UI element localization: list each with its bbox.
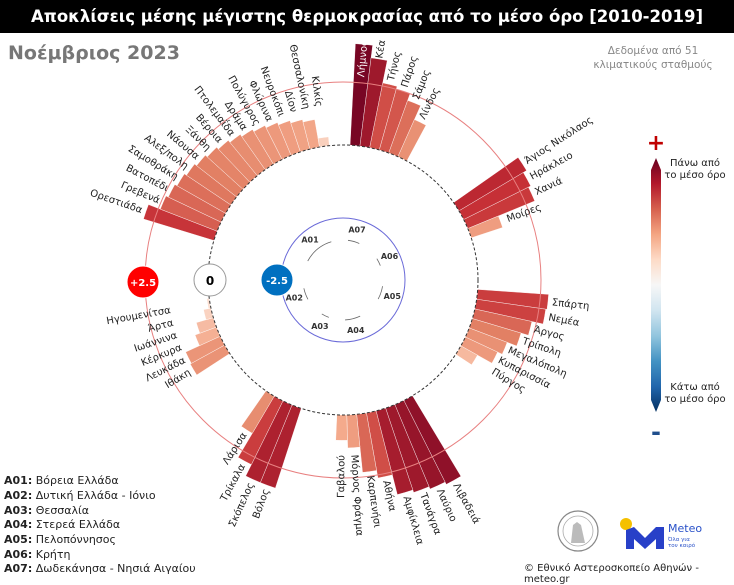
ref-marker-plus: +2.5 xyxy=(126,265,160,299)
colorbar-bottom-label: Κάτω από το μέσο όρο xyxy=(664,382,726,405)
legend-item: A05: Πελοπόννησος xyxy=(4,533,116,546)
group-label: A07 xyxy=(348,225,365,234)
bar-a02-3 xyxy=(196,317,217,334)
legend-item: A04: Στερεά Ελλάδα xyxy=(4,518,121,531)
station-label: Μόρνος Φράγμα xyxy=(348,454,365,537)
meteo-logo-name: Meteo xyxy=(668,522,703,535)
legend-item: A01: Βόρεια Ελλάδα xyxy=(4,474,119,487)
station-label: Κιλκίς xyxy=(309,75,325,107)
legend-item: A07: Δωδεκάνησα - Νησιά Αιγαίου xyxy=(4,562,196,575)
station-label: Κέα xyxy=(373,39,388,60)
colorbar-minus: - xyxy=(651,418,661,446)
ref-circle-minus xyxy=(280,217,406,343)
group-arc xyxy=(345,315,361,321)
station-label: Τήνος xyxy=(385,50,404,83)
copyright[interactable]: © Εθνικό Αστεροσκοπείο Αθηνών - meteo.gr xyxy=(524,563,699,585)
ref-label-zero: 0 xyxy=(206,274,214,288)
ref-label-minus: -2.5 xyxy=(266,276,288,287)
ref-marker-zero: 0 xyxy=(193,263,227,297)
bar-a02-1 xyxy=(185,335,225,364)
meteo-logo-tagline: Όλα για τον καιρό xyxy=(668,537,696,549)
bar-a02-4 xyxy=(203,307,214,321)
observatory-seal-logo xyxy=(557,510,599,552)
group-arc xyxy=(376,258,381,266)
group-label: A05 xyxy=(384,292,402,301)
legend-item: A06: Κρήτη xyxy=(4,548,71,561)
station-label: Γαβαλού xyxy=(335,455,347,498)
station-label: Λήμνος xyxy=(355,40,370,78)
group-arc xyxy=(321,313,329,318)
legend-item: A03: Θεσσαλία xyxy=(4,504,90,517)
group-label: A03 xyxy=(311,322,328,331)
ref-marker-minus: -2.5 xyxy=(260,263,294,297)
bar-a06-1 xyxy=(458,172,531,220)
ref-label-plus: +2.5 xyxy=(130,278,156,289)
group-label: A04 xyxy=(347,326,365,335)
group-arc xyxy=(303,288,309,300)
colorbar-top-label: Πάνω από το μέσο όρο xyxy=(664,158,726,181)
source-note: Δεδομένα από 51 κλιματικούς σταθμούς xyxy=(593,45,713,71)
bar-a06-2 xyxy=(463,186,536,229)
colorbar: + - xyxy=(647,131,665,446)
group-arc xyxy=(307,241,332,262)
bar-a04-7 xyxy=(335,414,348,441)
bar-a02-5 xyxy=(206,298,212,309)
group-label: A06 xyxy=(381,252,399,261)
legend-item: A02: Δυτική Ελλάδα - Ιόνιο xyxy=(4,489,156,502)
group-arc xyxy=(377,286,383,300)
chart-title: Αποκλίσεις μέσης μέγιστης θερμοκρασίας α… xyxy=(0,0,734,33)
meteo-logo xyxy=(620,518,664,549)
station-label: Σπάρτη xyxy=(551,296,590,312)
colorbar-plus: + xyxy=(647,131,665,156)
bar-a06-3 xyxy=(467,215,503,239)
bar-a02-2 xyxy=(194,326,221,346)
station-label: Νεμέα xyxy=(547,311,580,328)
bar-a02-0 xyxy=(189,344,231,376)
group-label: A01 xyxy=(301,235,319,244)
month-label: Νοέμβριος 2023 xyxy=(8,42,180,64)
group-label: A02 xyxy=(286,294,303,303)
ref-circle-zero xyxy=(207,144,479,416)
group-arc xyxy=(347,239,360,244)
